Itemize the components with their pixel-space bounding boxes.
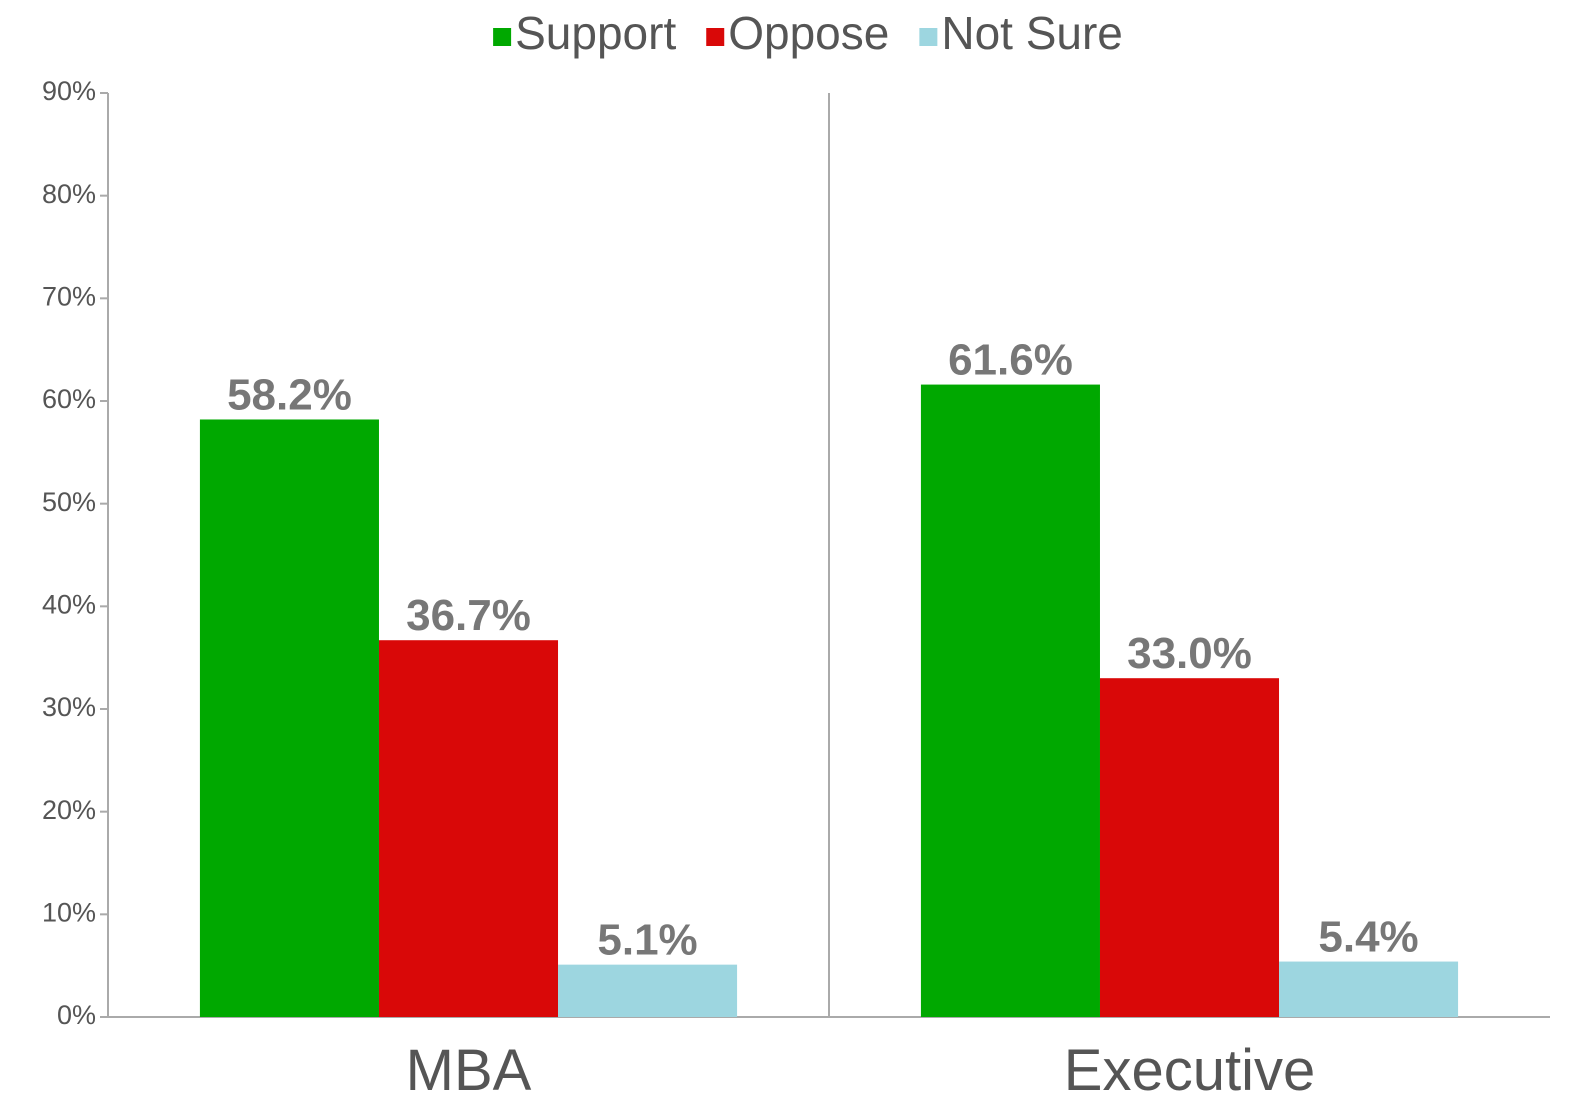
legend-swatch: [919, 28, 938, 46]
y-tick-label: 90%: [42, 76, 96, 106]
value-label: 58.2%: [227, 370, 352, 419]
y-tick-label: 30%: [42, 692, 96, 722]
y-tick-label: 0%: [57, 1000, 96, 1030]
y-tick-label: 20%: [42, 795, 96, 825]
y-tick-label: 70%: [42, 281, 96, 311]
value-label: 61.6%: [948, 336, 1073, 385]
x-tick-label: MBA: [406, 1038, 532, 1099]
legend-label: Not Sure: [941, 7, 1123, 59]
y-tick-label: 10%: [42, 897, 96, 927]
x-tick-label: Executive: [1064, 1038, 1315, 1099]
value-label: 36.7%: [406, 591, 531, 640]
legend-label: Support: [515, 7, 676, 59]
value-label: 33.0%: [1127, 629, 1252, 678]
y-tick-label: 50%: [42, 487, 96, 517]
legend-swatch: [493, 28, 512, 46]
bar: [1279, 961, 1459, 1017]
value-label: 5.1%: [597, 916, 697, 965]
value-label: 5.4%: [1318, 913, 1418, 962]
y-tick-label: 60%: [42, 384, 96, 414]
y-tick-label: 40%: [42, 589, 96, 619]
bar: [1099, 678, 1280, 1017]
bar: [558, 964, 738, 1017]
bar: [199, 419, 379, 1018]
legend-label: Oppose: [728, 7, 889, 59]
bar: [378, 640, 559, 1017]
bar: [920, 384, 1100, 1017]
legend-swatch: [706, 28, 725, 46]
y-tick-label: 80%: [42, 179, 96, 209]
